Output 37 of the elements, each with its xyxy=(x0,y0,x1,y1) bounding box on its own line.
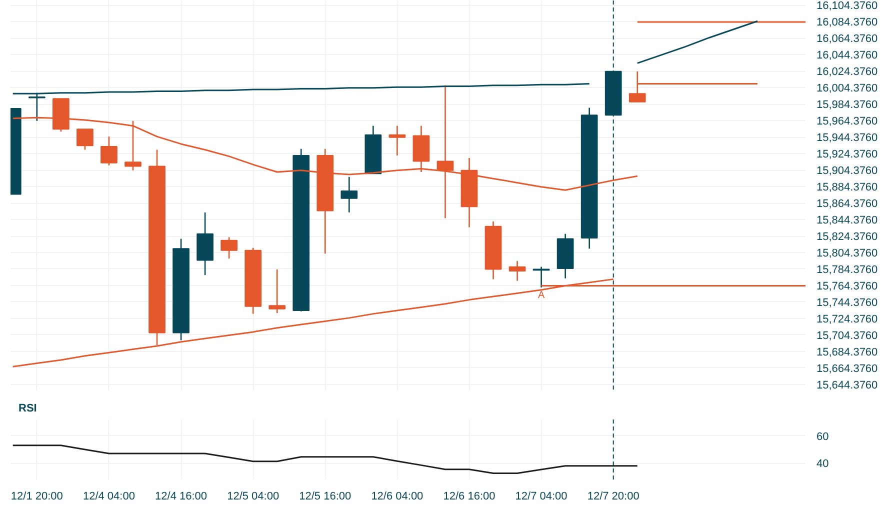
y-tick-label: 15,884.3760 xyxy=(816,182,878,194)
y-tick-label: 15,864.3760 xyxy=(816,198,878,210)
y-tick-label: 40 xyxy=(816,458,829,470)
y-tick-label: 16,084.3760 xyxy=(816,16,878,29)
x-tick-label: 12/5 04:00 xyxy=(227,490,280,502)
x-tick-label: 12/6 16:00 xyxy=(443,490,496,502)
annotation: A xyxy=(538,290,545,301)
y-tick-label: 16,064.3760 xyxy=(816,33,878,46)
y-tick-label: 15,904.3760 xyxy=(816,165,878,178)
chart-title: RSI xyxy=(18,402,37,414)
y-tick-label: 15,984.3760 xyxy=(816,99,878,112)
y-tick-label: 16,104.3760 xyxy=(816,0,878,12)
y-tick-label: 15,804.3760 xyxy=(816,247,878,260)
y-tick-label: 15,644.3760 xyxy=(816,379,878,392)
y-tick-label: 15,824.3760 xyxy=(816,231,878,244)
y-tick-label: 16,024.3760 xyxy=(816,66,878,78)
y-tick-label: 60 xyxy=(816,430,829,443)
x-tick-label: 12/1 20:00 xyxy=(10,490,63,502)
y-tick-label: 15,964.3760 xyxy=(816,116,878,128)
x-tick-label: 12/4 04:00 xyxy=(82,490,135,502)
y-tick-label: 15,844.3760 xyxy=(816,214,878,227)
x-tick-label: 12/7 20:00 xyxy=(587,490,640,502)
y-tick-label: 15,684.3760 xyxy=(816,346,878,358)
y-tick-label: 15,704.3760 xyxy=(816,330,878,342)
y-tick-label: 15,924.3760 xyxy=(816,148,878,161)
y-tick-label: 15,944.3760 xyxy=(816,132,878,144)
y-tick-label: 15,724.3760 xyxy=(816,313,878,326)
y-tick-label: 15,764.3760 xyxy=(816,280,878,292)
y-tick-label: 15,664.3760 xyxy=(816,362,878,375)
y-tick-label: 15,744.3760 xyxy=(816,296,878,309)
y-tick-label: 16,044.3760 xyxy=(816,50,878,62)
x-tick-label: 12/6 04:00 xyxy=(371,490,424,502)
y-tick-label: 15,784.3760 xyxy=(816,264,878,276)
x-tick-label: 12/4 16:00 xyxy=(155,490,208,502)
x-tick-label: 12/5 16:00 xyxy=(299,490,352,502)
y-tick-label: 16,004.3760 xyxy=(816,82,878,95)
x-tick-label: 12/7 04:00 xyxy=(515,490,568,502)
